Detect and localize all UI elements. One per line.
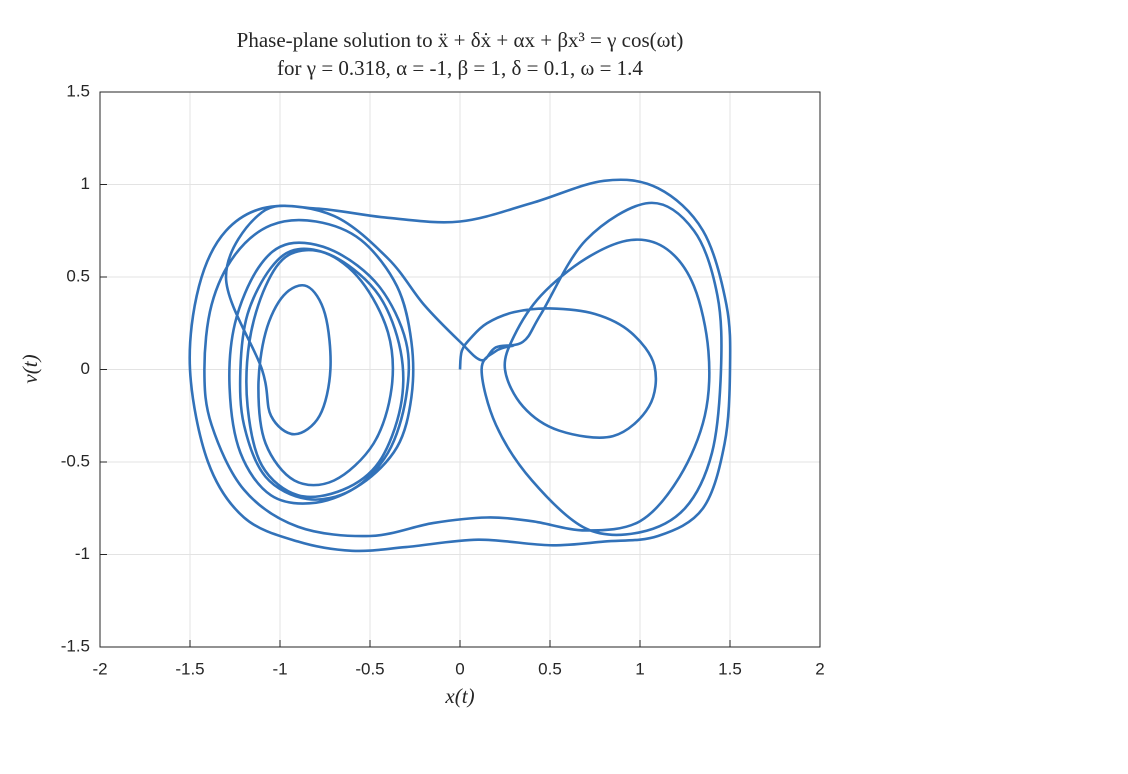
x-tick-label: 0.5 xyxy=(538,659,562,678)
y-tick-label: 0 xyxy=(81,359,90,378)
y-tick-label: 1.5 xyxy=(66,81,90,100)
y-tick-label: -0.5 xyxy=(61,451,90,470)
y-axis-label: v(t) xyxy=(18,354,42,383)
x-tick-label: -0.5 xyxy=(355,659,384,678)
x-tick-label: -1 xyxy=(272,659,287,678)
chart-subtitle: for γ = 0.318, α = -1, β = 1, δ = 0.1, ω… xyxy=(277,56,643,80)
x-tick-label: 1.5 xyxy=(718,659,742,678)
y-tick-label: -1.5 xyxy=(61,636,90,655)
chart-title: Phase-plane solution to ẍ + δẋ + αx + βx… xyxy=(237,28,684,52)
x-axis-label: x(t) xyxy=(444,684,474,708)
x-tick-label: 0 xyxy=(455,659,464,678)
trajectory xyxy=(188,178,732,553)
x-tick-label: 2 xyxy=(815,659,824,678)
y-tick-label: 1 xyxy=(81,174,90,193)
x-tick-label: -2 xyxy=(92,659,107,678)
y-tick-label: -1 xyxy=(75,544,90,563)
x-tick-label: -1.5 xyxy=(175,659,204,678)
y-tick-label: 0.5 xyxy=(66,266,90,285)
plot-frame xyxy=(99,91,821,648)
x-tick-label: 1 xyxy=(635,659,644,678)
